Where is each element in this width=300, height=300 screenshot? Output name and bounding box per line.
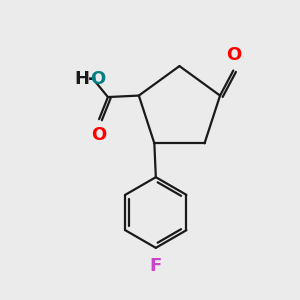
Text: H: H bbox=[75, 70, 90, 88]
Text: -: - bbox=[87, 69, 96, 89]
Text: O: O bbox=[91, 126, 106, 144]
Text: O: O bbox=[226, 46, 242, 64]
Text: O: O bbox=[90, 70, 105, 88]
Text: F: F bbox=[150, 257, 162, 275]
